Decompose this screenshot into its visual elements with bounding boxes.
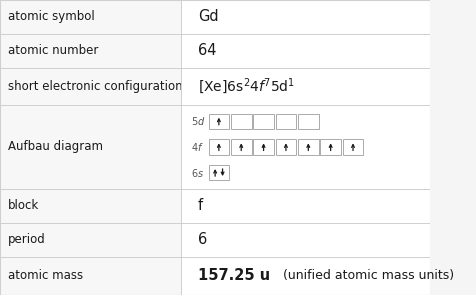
Bar (253, 114, 274, 129)
Text: 157.25 u: 157.25 u (198, 268, 270, 283)
Text: period: period (8, 233, 46, 246)
Text: atomic mass: atomic mass (8, 269, 83, 282)
Bar (0, 34, 180, 68)
Bar (180, 68, 430, 105)
Bar (0, 257, 180, 295)
Bar (276, 114, 296, 129)
Bar (253, 139, 274, 155)
Text: atomic number: atomic number (8, 44, 98, 57)
Bar (343, 139, 363, 155)
Bar (0, 0, 180, 34)
Text: 64: 64 (198, 43, 216, 58)
Bar (0, 105, 180, 189)
Bar (180, 0, 430, 34)
Text: Gd: Gd (198, 9, 218, 24)
Bar (180, 257, 430, 295)
Bar (180, 34, 430, 68)
Bar (231, 114, 251, 129)
Bar (0, 189, 180, 223)
Bar (276, 139, 296, 155)
Text: short electronic configuration: short electronic configuration (8, 80, 182, 93)
Text: $\mathsf{[Xe]6s^24}$$f$$\mathsf{^75d^1}$: $\mathsf{[Xe]6s^24}$$f$$\mathsf{^75d^1}$ (198, 76, 295, 96)
Bar (180, 223, 430, 257)
Text: f: f (198, 198, 203, 213)
Text: atomic symbol: atomic symbol (8, 10, 95, 23)
Text: $6$s: $6$s (191, 167, 204, 178)
Text: Aufbau diagram: Aufbau diagram (8, 140, 103, 153)
Text: 6: 6 (198, 232, 207, 247)
Bar (180, 105, 430, 189)
Text: $4$f: $4$f (191, 141, 204, 153)
Bar (208, 165, 229, 180)
Bar (298, 139, 318, 155)
Bar (208, 139, 229, 155)
Bar (0, 68, 180, 105)
Text: block: block (8, 199, 39, 212)
Bar (0, 223, 180, 257)
Text: $5$d: $5$d (191, 115, 206, 127)
Bar (208, 114, 229, 129)
Bar (298, 114, 318, 129)
Text: (unified atomic mass units): (unified atomic mass units) (279, 269, 455, 282)
Bar (320, 139, 341, 155)
Bar (180, 189, 430, 223)
Bar (231, 139, 251, 155)
